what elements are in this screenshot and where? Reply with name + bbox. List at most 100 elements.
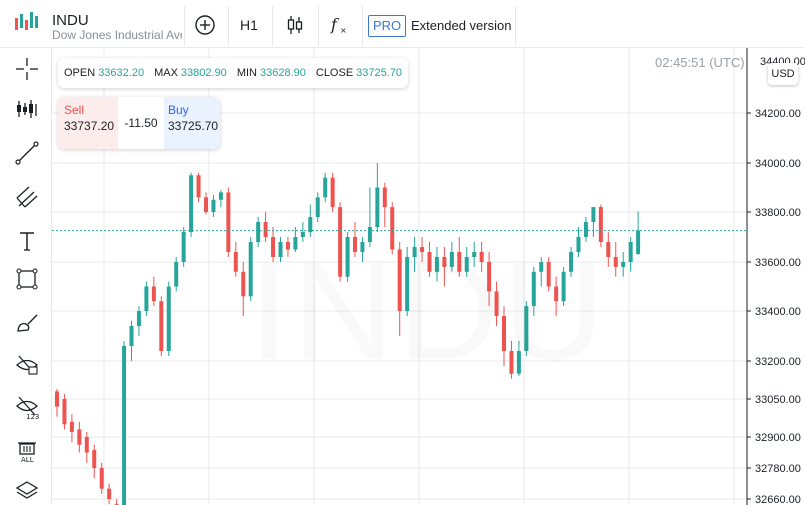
candle-body — [591, 207, 596, 222]
trend-line-tool[interactable] — [10, 136, 44, 170]
price-axis-label: 33050.00 — [755, 394, 801, 406]
close-label: CLOSE — [315, 67, 354, 79]
candle-body — [285, 242, 290, 250]
max-label: MAX — [154, 67, 178, 79]
price-axis-label: 32780.00 — [755, 463, 801, 475]
candle-body — [226, 192, 231, 252]
delete-all-tool[interactable]: ALL — [10, 434, 44, 468]
crosshair-icon — [16, 58, 38, 80]
candle-body — [315, 197, 320, 217]
candle-body — [576, 237, 581, 252]
candle-body — [151, 286, 156, 302]
buy-button[interactable]: Buy 33725.70 — [164, 97, 220, 149]
candle-body — [606, 242, 611, 257]
brush-tool[interactable] — [10, 306, 44, 340]
trade-panel: Sell 33737.20 -11.50 Buy 33725.70 — [58, 97, 220, 149]
text-tool[interactable] — [10, 224, 44, 258]
candle-body — [494, 291, 499, 316]
layers-icon — [15, 481, 39, 499]
candle-body — [107, 488, 112, 499]
candle-body — [360, 242, 365, 252]
top-toolbar: INDU Dow Jones Industrial Average H1 f ×… — [0, 0, 805, 48]
candle-body — [516, 351, 521, 374]
candle-body — [442, 257, 447, 267]
price-axis-label: 34000.00 — [755, 158, 801, 170]
candle-body — [159, 301, 164, 351]
candle-body — [211, 199, 216, 212]
candle-body — [55, 391, 59, 407]
extended-version-link[interactable]: Extended version — [411, 18, 512, 33]
hide-drawings-tool[interactable] — [10, 348, 44, 382]
candle-body — [531, 271, 536, 307]
candle-body — [367, 227, 372, 242]
drawing-toolbar: 123 ALL — [0, 48, 52, 505]
candle-body — [323, 177, 328, 198]
hide-labels-tool[interactable]: 123 — [10, 390, 44, 424]
pitchfork-tool[interactable] — [10, 180, 44, 214]
candle-body — [546, 262, 551, 287]
candle-body — [241, 271, 246, 297]
candle-body — [412, 247, 417, 257]
timeframe-button[interactable]: H1 — [240, 17, 258, 33]
currency-button[interactable]: USD — [768, 63, 798, 85]
price-axis-label: 33800.00 — [755, 207, 801, 219]
candle-body — [405, 257, 410, 311]
candle-body — [457, 252, 462, 272]
toolbar-divider — [184, 6, 185, 46]
min-label: MIN — [236, 67, 257, 79]
close-value: 33725.70 — [356, 67, 403, 79]
toolbar-divider — [515, 6, 516, 46]
trend-line-icon — [15, 141, 39, 165]
toolbar-divider — [272, 6, 273, 46]
price-chart[interactable]: 34200.00 34000.00 33800.00 33600.00 33400.00… — [52, 48, 805, 505]
candle-body — [256, 222, 261, 242]
candle-body — [353, 237, 357, 252]
indicators-button[interactable]: f × — [322, 8, 356, 42]
candle-body — [472, 252, 477, 257]
candle-body — [189, 175, 194, 232]
candlestick-chart[interactable]: 34200.00 34000.00 33800.00 33600.00 33400.00… — [52, 48, 805, 505]
candle-body — [204, 197, 208, 212]
candle-body — [636, 230, 641, 254]
candle-body — [569, 252, 574, 272]
pro-badge[interactable]: PRO — [368, 15, 407, 37]
candle-body — [509, 351, 514, 374]
candle-body — [218, 192, 223, 200]
toolbar-divider — [362, 6, 363, 46]
sell-button[interactable]: Sell 33737.20 — [58, 97, 118, 149]
sell-price: 33737.20 — [64, 119, 115, 133]
pitchfork-icon — [16, 186, 38, 208]
price-axis-label: 33600.00 — [755, 257, 801, 269]
open-label: OPEN — [64, 67, 96, 79]
candle-body — [293, 237, 298, 250]
buy-label: Buy — [168, 103, 189, 117]
candle-body — [166, 286, 171, 351]
candles-icon — [287, 16, 303, 34]
rectangle-tool[interactable] — [10, 262, 44, 296]
spread-value: -11.50 — [124, 116, 158, 130]
candle-body — [144, 286, 149, 311]
candle-body — [390, 207, 395, 250]
candle-body — [397, 249, 402, 311]
candle-body — [99, 468, 104, 489]
price-axis-label: 34200.00 — [755, 108, 801, 120]
candle-body — [77, 429, 82, 445]
price-axis-label: 33200.00 — [755, 356, 801, 368]
add-symbol-button[interactable] — [188, 8, 222, 42]
candle-body — [479, 252, 484, 262]
svg-text:123: 123 — [26, 413, 39, 420]
candle-body — [502, 316, 506, 351]
chart-type-button[interactable] — [278, 8, 312, 42]
hide-labels-icon: 123 — [16, 396, 39, 420]
symbol-title[interactable]: INDU — [52, 12, 89, 29]
candle-body — [375, 187, 380, 227]
candle-body — [487, 262, 492, 292]
candle-body — [464, 257, 469, 272]
crosshair-tool[interactable] — [10, 52, 44, 86]
candle-body — [554, 286, 559, 302]
candle-body — [174, 262, 179, 287]
indicators-tool[interactable] — [10, 92, 44, 126]
candle-body — [196, 175, 201, 198]
layers-tool[interactable] — [10, 474, 44, 505]
candle-body — [263, 222, 268, 237]
